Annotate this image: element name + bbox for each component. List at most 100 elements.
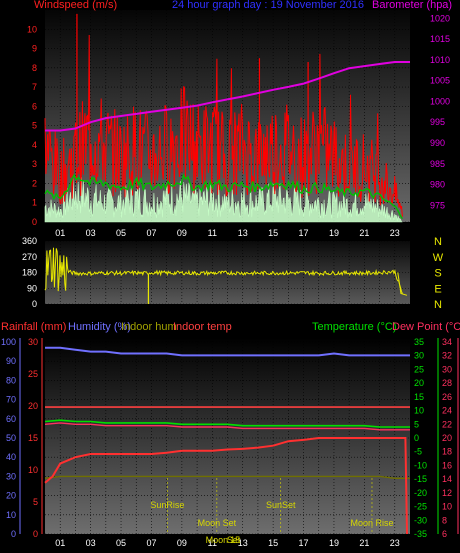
temperature-y-tick-label: 35 — [414, 337, 424, 347]
wind-x-tick-label: 07 — [146, 228, 156, 238]
astro-label: Moon Set — [198, 518, 237, 528]
indoor-temp-y-tick-label: 20 — [442, 433, 452, 443]
wind-x-tick-label: 23 — [390, 228, 400, 238]
compass-label: S — [434, 268, 441, 280]
temperature-y-tick-label: 0 — [414, 433, 419, 443]
wind-x-tick-label: 01 — [55, 228, 65, 238]
legend-dew-point: Dew Point (°C) — [392, 321, 460, 333]
wind-y-tick-label: 9 — [32, 44, 37, 54]
barometer-y-tick-label: 980 — [430, 180, 445, 190]
axes-layer: 01 03 05 07 09 11 13 15 17 19 21 230123456789109759… — [1, 13, 459, 548]
temp-x-tick-label: 05 — [116, 538, 126, 548]
series-layer — [44, 13, 410, 535]
indoor-temp-y-tick-label: 6 — [442, 529, 447, 539]
compass-label: N — [434, 236, 442, 248]
astro-label: SunSet — [266, 500, 296, 510]
temperature-y-tick-label: -30 — [414, 515, 427, 525]
barometer-line — [45, 61, 410, 132]
temperature-y-tick-label: 30 — [414, 351, 424, 361]
indoor-temp-y-tick-label: 8 — [442, 515, 447, 525]
temperature-line — [44, 419, 410, 428]
barometer-y-tick-label: 1005 — [430, 76, 450, 86]
temperature-y-tick-label: -10 — [414, 460, 427, 470]
compass-label: N — [434, 299, 442, 311]
rainfall-y-tick-label: 10 — [28, 465, 38, 475]
humidity-y-tick-label: 50 — [6, 433, 16, 443]
temp-x-tick-label: 09 — [177, 538, 187, 548]
legend-indoor-temp: Indoor temp — [173, 321, 232, 333]
temperature-y-tick-label: -25 — [414, 502, 427, 512]
barometer-y-tick-label: 1010 — [430, 55, 450, 65]
direction-y-tick-label: 270 — [22, 252, 37, 262]
wind-direction-line — [44, 247, 403, 294]
rainfall-y-tick-label: 0 — [33, 529, 38, 539]
indoor-temp-y-tick-label: 22 — [442, 419, 452, 429]
rainfall-y-tick-label: 30 — [28, 337, 38, 347]
temperature-panel — [45, 338, 410, 534]
wind-y-tick-label: 8 — [32, 63, 37, 73]
wind-y-tick-label: 3 — [32, 159, 37, 169]
humidity-y-tick-label: 90 — [6, 356, 16, 366]
compass-label: E — [434, 283, 441, 295]
direction-y-tick-label: 360 — [22, 236, 37, 246]
wind-x-tick-label: 09 — [177, 228, 187, 238]
humidity-y-tick-label: 20 — [6, 491, 16, 501]
temp-x-tick-label: 19 — [329, 538, 339, 548]
indoor-temp-y-tick-label: 30 — [442, 364, 452, 374]
temperature-y-tick-label: -20 — [414, 488, 427, 498]
indoor-temp-y-tick-label: 12 — [442, 488, 452, 498]
temperature-y-tick-label: -35 — [414, 529, 427, 539]
barometer-y-tick-label: 990 — [430, 138, 445, 148]
barometer-y-tick-label: 1015 — [430, 34, 450, 44]
barometer-y-tick-label: 1000 — [430, 96, 450, 106]
barometer-y-tick-label: 985 — [430, 159, 445, 169]
temp-x-tick-label: 01 — [55, 538, 65, 548]
wind-y-tick-label: 10 — [27, 24, 37, 34]
rainfall-y-tick-label: 15 — [28, 433, 38, 443]
temperature-y-tick-label: 15 — [414, 392, 424, 402]
temp-x-tick-label: 13 — [238, 538, 248, 548]
wind-average-line — [44, 173, 403, 220]
astro-label: Set — [227, 535, 241, 545]
rainfall-y-tick-label: 25 — [28, 369, 38, 379]
legend-temperature: Temperature (°C) — [312, 321, 396, 333]
temp-x-tick-label: 21 — [359, 538, 369, 548]
wind-x-tick-label: 05 — [116, 228, 126, 238]
indoor-temp-y-tick-label: 34 — [442, 337, 452, 347]
temperature-y-tick-label: 5 — [414, 419, 419, 429]
legend-humidity: Humidity (%) — [68, 321, 131, 333]
wind-y-tick-label: 0 — [32, 217, 37, 227]
humidity-y-tick-label: 60 — [6, 414, 16, 424]
humidity-y-tick-label: 100 — [1, 337, 16, 347]
wind-x-tick-label: 11 — [208, 228, 217, 238]
indoor-temp-y-tick-label: 18 — [442, 447, 452, 457]
windspeed-axis-title: Windspeed (m/s) — [34, 0, 117, 11]
indoor-temp-y-tick-label: 14 — [442, 474, 452, 484]
humidity-y-tick-label: 70 — [6, 395, 16, 405]
indoor-temp-y-tick-label: 32 — [442, 351, 452, 361]
temperature-y-tick-label: 20 — [414, 378, 424, 388]
barometer-axis-title: Barometer (hpa) — [372, 0, 452, 11]
wind-x-tick-label: 13 — [238, 228, 248, 238]
humidity-y-tick-label: 80 — [6, 375, 16, 385]
wind-speed-area — [44, 175, 403, 223]
rainfall-y-tick-label: 5 — [33, 497, 38, 507]
legend-rainfall: Rainfall (mm) — [1, 321, 66, 333]
indoor-temp-y-tick-label: 24 — [442, 406, 452, 416]
wind-x-tick-label: 17 — [299, 228, 309, 238]
wind-y-tick-label: 4 — [32, 140, 37, 150]
temp-x-tick-label: 23 — [390, 538, 400, 548]
temp-x-tick-label: 07 — [146, 538, 156, 548]
temp-x-tick-label: 17 — [299, 538, 309, 548]
chart-title: 24 hour graph day : 19 November 2016 — [172, 0, 364, 11]
temperature-y-tick-label: -15 — [414, 474, 427, 484]
rainfall-line — [44, 437, 408, 535]
temp-x-tick-label: 03 — [86, 538, 96, 548]
indoor-temp-y-tick-label: 10 — [442, 502, 452, 512]
indoor-hum-line — [44, 475, 410, 479]
wind-x-tick-label: 19 — [329, 228, 339, 238]
legend-indoor-hum: Indoor hum — [121, 321, 177, 333]
humidity-y-tick-label: 30 — [6, 471, 16, 481]
indoor-temp-y-tick-label: 16 — [442, 460, 452, 470]
